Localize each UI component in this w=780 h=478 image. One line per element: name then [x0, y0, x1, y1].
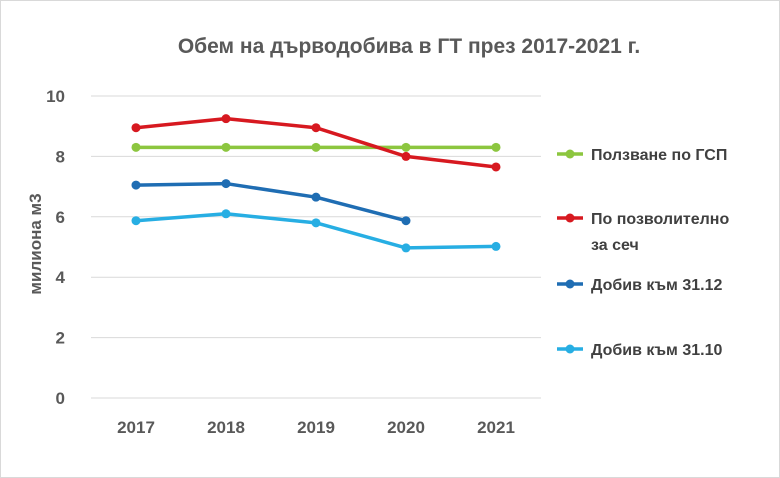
- legend-label: Добив към 31.12: [591, 277, 722, 294]
- x-tick-label: 2018: [207, 418, 245, 437]
- data-point: [131, 216, 141, 226]
- legend-label: за сеч: [591, 237, 639, 254]
- x-tick-label: 2019: [297, 418, 335, 437]
- legend-label: Добив към 31.10: [591, 342, 722, 359]
- legend-swatch-marker: [565, 149, 575, 159]
- series-3: [131, 179, 411, 226]
- legend: Ползване по ГСП По позволително за сеч Доби…: [557, 147, 729, 359]
- data-point: [311, 192, 321, 202]
- x-tick-labels: 2017 2018 2019 2020 2021: [117, 418, 515, 437]
- x-tick-label: 2017: [117, 418, 155, 437]
- y-tick-label: 10: [46, 87, 65, 106]
- data-point: [131, 123, 141, 133]
- series-4: [131, 209, 501, 253]
- legend-entry: Добив към 31.10: [557, 342, 722, 359]
- data-point: [221, 179, 231, 189]
- y-tick-label: 2: [56, 329, 65, 348]
- data-point: [311, 123, 321, 133]
- y-tick-label: 0: [56, 389, 65, 408]
- data-point: [491, 142, 501, 152]
- data-point: [491, 241, 501, 251]
- data-point: [401, 243, 411, 253]
- data-point: [311, 142, 321, 152]
- data-point: [401, 142, 411, 152]
- legend-entry: Добив към 31.12: [557, 277, 722, 294]
- legend-label: По позволително: [591, 211, 729, 228]
- series-2: [131, 114, 501, 172]
- legend-swatch-marker: [565, 213, 575, 223]
- data-point: [311, 218, 321, 228]
- data-point: [221, 142, 231, 152]
- data-point: [131, 180, 141, 190]
- series-1: [131, 142, 501, 152]
- x-tick-label: 2020: [387, 418, 425, 437]
- data-point: [221, 209, 231, 219]
- y-tick-labels: 0 2 4 6 8 10: [46, 87, 65, 408]
- legend-swatch-marker: [565, 279, 575, 289]
- x-tick-label: 2021: [477, 418, 515, 437]
- data-point: [401, 151, 411, 161]
- legend-label: Ползване по ГСП: [591, 147, 727, 164]
- data-point: [491, 162, 501, 172]
- y-axis-label: милиона м3: [26, 193, 45, 294]
- y-tick-label: 8: [56, 147, 65, 166]
- legend-swatch-marker: [565, 344, 575, 354]
- y-tick-label: 6: [56, 208, 65, 227]
- series-line: [134, 181, 408, 223]
- data-point: [131, 142, 141, 152]
- data-point: [221, 114, 231, 124]
- legend-entry: Ползване по ГСП: [557, 147, 727, 164]
- series-lines: [131, 114, 501, 253]
- data-point: [401, 216, 411, 226]
- chart-title: Обем на дърводобива в ГТ през 2017-2021 …: [178, 35, 640, 58]
- legend-entry: По позволително за сеч: [557, 211, 729, 254]
- y-tick-label: 4: [56, 268, 66, 287]
